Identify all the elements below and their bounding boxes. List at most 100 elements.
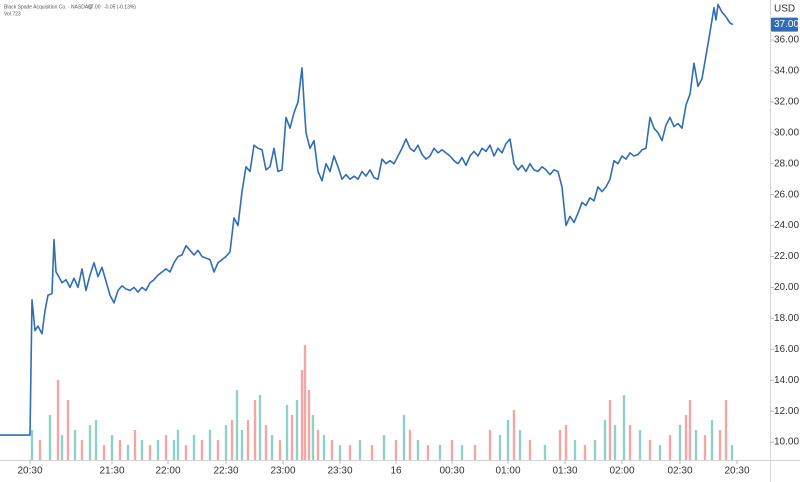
- volume-bar: [506, 420, 510, 460]
- volume-bar: [460, 445, 464, 460]
- volume-bar: [628, 425, 632, 460]
- volume-bar: [703, 435, 707, 460]
- x-tick-label: 20:30: [17, 466, 42, 477]
- volume-bar: [558, 430, 562, 460]
- volume-bar: [658, 445, 662, 460]
- volume-bar: [60, 435, 64, 460]
- volume-bar: [307, 390, 311, 460]
- y-tick-label: 20.00: [774, 282, 799, 293]
- volume-bar: [148, 445, 152, 460]
- x-tick-label: 20:30: [724, 466, 749, 477]
- volume-bar: [402, 415, 406, 460]
- volume-bar: [394, 440, 398, 460]
- y-tick-label: 26.00: [774, 189, 799, 200]
- volume-bar: [438, 445, 442, 460]
- last-price-text: 37.00: [88, 4, 101, 10]
- x-tick-label: 22:30: [213, 466, 238, 477]
- volume-bar: [573, 440, 577, 460]
- volume-bar: [638, 430, 642, 460]
- volume-bar: [608, 400, 612, 460]
- x-tick-label: 00:30: [439, 466, 464, 477]
- volume-bar: [416, 440, 420, 460]
- x-tick-label: 23:00: [270, 466, 295, 477]
- volume-bar: [230, 420, 234, 460]
- volume-bar: [603, 420, 607, 460]
- volume-bar: [300, 370, 304, 460]
- volume-bar: [678, 425, 682, 460]
- x-tick-label: 01:30: [552, 466, 577, 477]
- volume-bar: [730, 445, 734, 460]
- last-price-label: 37.00: [774, 19, 799, 30]
- volume-bar: [140, 440, 144, 460]
- volume-bar: [290, 415, 294, 460]
- volume-bar: [322, 435, 326, 460]
- x-tick-label: 01:00: [495, 466, 520, 477]
- volume-bar: [184, 445, 188, 460]
- y-tick-label: 18.00: [774, 313, 799, 324]
- volume-bar: [192, 435, 196, 460]
- volume-bar: [216, 440, 220, 460]
- change-text: -0.05 (-0.13%): [104, 4, 136, 10]
- volume-bar: [88, 425, 92, 460]
- volume-bar: [258, 395, 262, 460]
- volume-bar: [311, 415, 315, 460]
- y-tick-label: 32.00: [774, 97, 799, 108]
- volume-bar: [488, 430, 492, 460]
- y-tick-label: 36.00: [774, 35, 799, 46]
- volume-bar: [80, 440, 84, 460]
- volume-bar: [370, 445, 374, 460]
- volume-bar: [278, 440, 282, 460]
- volume-bar: [408, 430, 412, 460]
- last-price-box: [771, 17, 798, 32]
- volume-bar: [56, 380, 60, 460]
- x-tick-label: 02:00: [609, 466, 634, 477]
- volume-bar: [240, 430, 244, 460]
- volume-bar: [118, 440, 122, 460]
- y-tick-label: 22.00: [774, 251, 799, 262]
- volume-bar: [176, 430, 180, 460]
- y-tick-label: 30.00: [774, 127, 799, 138]
- volume-bar: [473, 445, 477, 460]
- x-tick-label: 21:30: [99, 466, 124, 477]
- volume-bar: [593, 440, 597, 460]
- volume-bar: [316, 430, 320, 460]
- volume-bar: [710, 420, 714, 460]
- volume-bar: [382, 435, 386, 460]
- x-tick-label: 02:30: [667, 466, 692, 477]
- volume-bar: [126, 445, 130, 460]
- volume-bar: [338, 445, 342, 460]
- volume-text: Vol 723: [4, 11, 21, 17]
- volume-bar: [38, 440, 42, 460]
- volume-bar: [200, 440, 204, 460]
- volume-bar: [73, 430, 77, 460]
- x-tick-label: 23:30: [327, 466, 352, 477]
- volume-bar: [164, 435, 168, 460]
- volume-bar: [66, 400, 70, 460]
- volume-bar: [583, 445, 587, 460]
- volume-bar: [668, 435, 672, 460]
- volume-bar: [303, 345, 307, 460]
- volume-bar: [518, 430, 522, 460]
- volume-bar: [48, 415, 52, 460]
- volume-bar: [264, 425, 268, 460]
- volume-bar: [330, 440, 334, 460]
- y-tick-label: 24.00: [774, 220, 799, 231]
- volume-bar: [246, 420, 250, 460]
- volume-bar: [208, 430, 212, 460]
- volume-bar: [30, 430, 34, 460]
- volume-bar: [648, 440, 652, 460]
- volume-bar: [688, 400, 692, 460]
- y-tick-label: 10.00: [774, 437, 799, 448]
- volume-bar: [156, 440, 160, 460]
- volume-bar: [110, 435, 114, 460]
- volume-bar: [358, 440, 362, 460]
- volume-bar: [622, 395, 626, 460]
- volume-bar: [295, 400, 299, 460]
- y-tick-label: 28.00: [774, 158, 799, 169]
- y-tick-label: 14.00: [774, 375, 799, 386]
- x-tick-label: 16: [390, 466, 402, 477]
- volume-bar: [512, 410, 516, 460]
- volume-bar: [450, 440, 454, 460]
- volume-bar: [426, 445, 430, 460]
